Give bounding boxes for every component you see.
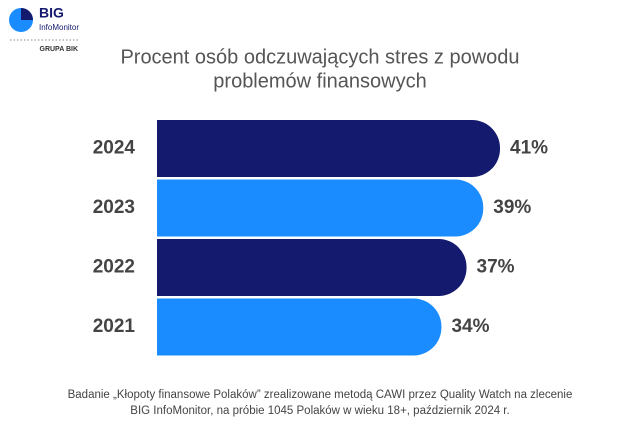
logo-name: BIG bbox=[39, 5, 64, 21]
bar bbox=[157, 298, 442, 356]
category-label: 2024 bbox=[93, 138, 136, 159]
value-label: 34% bbox=[451, 316, 489, 337]
value-label: 41% bbox=[510, 138, 548, 159]
footnote: Badanie „Kłopoty finansowe Polaków” zrea… bbox=[68, 389, 573, 401]
bar bbox=[157, 179, 484, 237]
value-label: 37% bbox=[477, 257, 515, 278]
logo-subname: InfoMonitor bbox=[39, 23, 79, 32]
footnote: BIG InfoMonitor, na próbie 1045 Polaków … bbox=[130, 405, 509, 417]
chart-title: problemów finansowych bbox=[213, 70, 426, 92]
category-label: 2023 bbox=[93, 197, 135, 218]
logo-group: GRUPA BIK bbox=[40, 46, 79, 53]
logo-mark-part bbox=[21, 8, 33, 20]
chart-title: Procent osób odczuwających stres z powod… bbox=[120, 46, 519, 68]
bar bbox=[157, 239, 467, 297]
category-label: 2021 bbox=[93, 316, 136, 337]
bar bbox=[157, 120, 500, 177]
category-label: 2022 bbox=[93, 257, 135, 278]
value-label: 39% bbox=[493, 197, 531, 218]
